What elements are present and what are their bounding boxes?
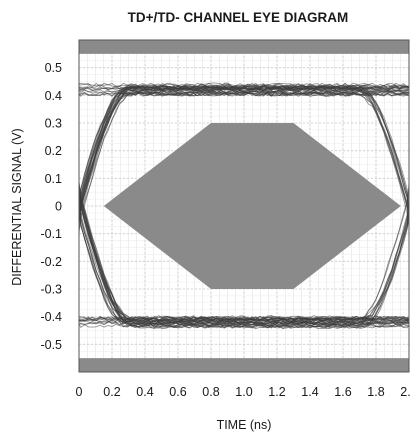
eye-trace <box>78 314 410 320</box>
x-tick-label: 1.4 <box>301 385 318 399</box>
mask-inner-hexagon <box>103 123 401 289</box>
eye-trace <box>78 82 410 88</box>
y-tick-label: -0.4 <box>40 310 62 324</box>
x-tick-label: 1.8 <box>367 385 384 399</box>
chart-title: TD+/TD- CHANNEL EYE DIAGRAM <box>128 10 349 25</box>
y-tick-label: 0.1 <box>45 172 62 186</box>
y-tick-label: 0 <box>55 200 62 214</box>
y-tick-label: 0.3 <box>45 117 62 131</box>
x-tick-label: 1.0 <box>235 385 252 399</box>
y-tick-label: 0.5 <box>45 61 62 75</box>
y-tick-label: -0.2 <box>40 255 62 269</box>
eye-trace <box>78 85 410 243</box>
eye-traces <box>78 82 410 330</box>
x-axis-ticks: 0 0.2 0.4 0.6 0.8 1.0 1.2 1.4 1.6 1.8 2.0 <box>76 385 411 399</box>
eye-trace <box>78 86 410 92</box>
x-axis-label: TIME (ns) <box>217 418 272 432</box>
eye-trace <box>78 158 410 330</box>
x-tick-label: 0.8 <box>202 385 219 399</box>
plot-border <box>78 39 410 373</box>
mask-bottom-band <box>79 358 409 372</box>
y-tick-label: 0.4 <box>45 89 62 103</box>
x-tick-label: 0 <box>76 385 83 399</box>
plot-frame <box>78 39 410 373</box>
x-tick-label: 2.0 <box>400 385 411 399</box>
x-tick-label: 0.2 <box>103 385 120 399</box>
y-tick-label: -0.1 <box>40 227 62 241</box>
y-tick-label: -0.3 <box>40 283 62 297</box>
eye-mask <box>79 40 409 372</box>
x-tick-label: 1.6 <box>334 385 351 399</box>
mask-top-band <box>79 40 409 54</box>
eye-trace <box>78 92 410 248</box>
y-axis-label: DIFFERENTIAL SIGNAL (V) <box>10 128 24 285</box>
y-tick-label: -0.5 <box>40 338 62 352</box>
x-tick-label: 0.6 <box>169 385 186 399</box>
x-tick-label: 1.2 <box>268 385 285 399</box>
x-tick-label: 0.4 <box>136 385 153 399</box>
eye-trace <box>78 180 410 328</box>
y-axis-ticks: 0.5 0.4 0.3 0.2 0.1 0 -0.1 -0.2 -0.3 -0.4 -0.5 <box>40 61 62 352</box>
eye-trace <box>78 84 410 236</box>
y-tick-label: 0.2 <box>45 144 62 158</box>
